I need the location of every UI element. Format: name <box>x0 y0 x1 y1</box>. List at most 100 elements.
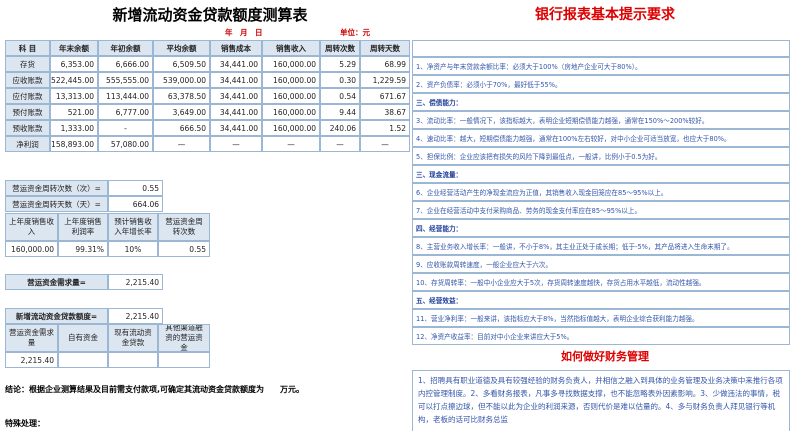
list-item: 1、净资产与年末贷款余额比率：必须大于100%（房地产企业可大于80%）。 <box>412 57 790 75</box>
table-cell: 34,441.00 <box>210 104 262 120</box>
list-item: 6、企业经营活动产生的净现金流应为正值，其销售收入现金回笼应在85～95%以上。 <box>412 183 790 201</box>
table-cell: 1,333.00 <box>50 120 98 136</box>
list-item: 4、速动比率：越大，短期偿债能力越强，通常在100%左右较好，对中小企业可适当放… <box>412 129 790 147</box>
table-cell: — <box>360 136 410 152</box>
table-cell: — <box>262 136 320 152</box>
loan-cell: 2,215.40 <box>5 352 58 368</box>
table-cell: 68.99 <box>360 56 410 72</box>
table-cell: 3,649.00 <box>153 104 210 120</box>
table-cell: 63,378.50 <box>153 88 210 104</box>
loan-cell <box>58 352 108 368</box>
turnover-label: 营运资金周转天数（天）= <box>5 196 108 212</box>
unit: 单位：元 <box>340 28 370 37</box>
table-cell: 34,441.00 <box>210 56 262 72</box>
table-cell: — <box>153 136 210 152</box>
list-item: 5、担保比例：企业应该把有损失的风险下降到最低点，一般讲，比例小于0.5为好。 <box>412 147 790 165</box>
turnover-value: 0.55 <box>108 180 163 196</box>
row-label: 净利润 <box>5 136 50 152</box>
table-cell: 1,229.59 <box>360 72 410 88</box>
demand-value: 2,215.40 <box>108 274 163 290</box>
table-cell: 666.50 <box>153 120 210 136</box>
table-cell: — <box>320 136 360 152</box>
table-cell: 9.44 <box>320 104 360 120</box>
calc-value: 99.31% <box>58 241 108 257</box>
table-cell: - <box>98 120 153 136</box>
header-cell: 销售收入 <box>262 40 320 56</box>
demand-label: 营运资金需求量= <box>5 274 108 290</box>
table-cell: 6,353.00 <box>50 56 98 72</box>
calc-value: 0.55 <box>158 241 210 257</box>
table-cell: 671.67 <box>360 88 410 104</box>
header-cell: 周转天数 <box>360 40 410 56</box>
list-item: 9、应收账款周转速度，一般企业应大于六次。 <box>412 255 790 273</box>
list-heading: 三、偿债能力： <box>412 93 790 111</box>
table-cell: 113,444.00 <box>98 88 153 104</box>
table-cell: 34,441.00 <box>210 72 262 88</box>
list-heading: 三、现金流量： <box>412 165 790 183</box>
table-cell: 0.30 <box>320 72 360 88</box>
title: 新增流动资金贷款额度测算表 <box>112 6 308 24</box>
loan-header: 现有流动资金贷款 <box>108 324 158 352</box>
turnover-value: 664.06 <box>108 196 163 212</box>
row-label: 预付账款 <box>5 104 50 120</box>
list-item: 10、存货周转率：一般中小企业应大于5次，存货周转速度越快，存货占用水平越低，流… <box>412 273 790 291</box>
table-cell: 6,509.50 <box>153 56 210 72</box>
loan-cell <box>108 352 158 368</box>
table-cell: 0.54 <box>320 88 360 104</box>
table-cell: 160,000.00 <box>262 104 320 120</box>
row-label: 存货 <box>5 56 50 72</box>
loan-cell <box>158 352 210 368</box>
header-cell: 年末余额 <box>50 40 98 56</box>
table-cell: 555,555.00 <box>98 72 153 88</box>
turnover-label: 营运资金周转次数（次）= <box>5 180 108 196</box>
calc-header: 预计销售收入年增长率 <box>108 213 158 241</box>
list-heading: 五、经营效益： <box>412 291 790 309</box>
list-item: 8、主营业务收入增长率：一般讲，不小于8%，其主业正处于成长期；低于-5%，其产… <box>412 237 790 255</box>
loan-header: 自有资金 <box>58 324 108 352</box>
header-cell: 平均余额 <box>153 40 210 56</box>
header-cell: 销售成本 <box>210 40 262 56</box>
table-cell: — <box>210 136 262 152</box>
list-item: 3、流动比率：一般情况下，该指标越大，表明企业短期偿债能力越强，通常在150%～… <box>412 111 790 129</box>
row-label: 应付账款 <box>5 88 50 104</box>
header-cell: 年初余额 <box>98 40 153 56</box>
table-cell: 34,441.00 <box>210 88 262 104</box>
table-cell: 5.29 <box>320 56 360 72</box>
table-cell: 522,445.00 <box>50 72 98 88</box>
list-item: 12、净资产收益率：目前对中小企业来讲应大于5%。 <box>412 327 790 345</box>
loan-label: 新增流动资金贷款额度= <box>5 308 108 324</box>
calc-header: 营运资金周转次数 <box>158 213 210 241</box>
list-top <box>412 40 790 57</box>
table-cell: 521.00 <box>50 104 98 120</box>
row-label: 预收账款 <box>5 120 50 136</box>
table-cell: 160,000.00 <box>262 88 320 104</box>
table-cell: 160,000.00 <box>262 56 320 72</box>
subtitle: 如何做好财务管理 <box>561 350 649 363</box>
list-item: 2、资产负债率：必须小于70%，最好低于55%。 <box>412 75 790 93</box>
date: 年 月 日 <box>225 28 263 37</box>
list-item: 11、营业净利率：一般来讲，该指标应大于8%，当然指标值越大，表明企业综合获利能… <box>412 309 790 327</box>
paragraph: 1、招聘具有职业道德及具有较强经验的财务负责人，并相信之融入到具体的业务管理及业… <box>412 370 790 431</box>
table-cell: 13,313.00 <box>50 88 98 104</box>
table-cell: 240.06 <box>320 120 360 136</box>
table-cell: 6,666.00 <box>98 56 153 72</box>
table-cell: 160,000.00 <box>262 120 320 136</box>
special: 特殊处理： <box>5 419 45 428</box>
row-label: 应收账款 <box>5 72 50 88</box>
table-cell: 6,777.00 <box>98 104 153 120</box>
calc-header: 上年度销售收入 <box>5 213 58 241</box>
loan-value: 2,215.40 <box>108 308 163 324</box>
loan-header: 营运资金需求量 <box>5 324 58 352</box>
conclusion: 结论：根据企业测算结果及目前需支付款项,可确定其流动资金贷款额度为 万元。 <box>5 385 305 394</box>
list-heading: 四、经营能力： <box>412 219 790 237</box>
header-cell: 周转次数 <box>320 40 360 56</box>
loan-header: 其他渠道融资的营运资金 <box>158 324 210 352</box>
calc-header: 上年度销售利润率 <box>58 213 108 241</box>
table-cell: 57,080.00 <box>98 136 153 152</box>
calc-value: 10% <box>108 241 158 257</box>
table-cell: 1.52 <box>360 120 410 136</box>
table-cell: 539,000.00 <box>153 72 210 88</box>
header-cell: 科 目 <box>5 40 50 56</box>
calc-value: 160,000.00 <box>5 241 58 257</box>
